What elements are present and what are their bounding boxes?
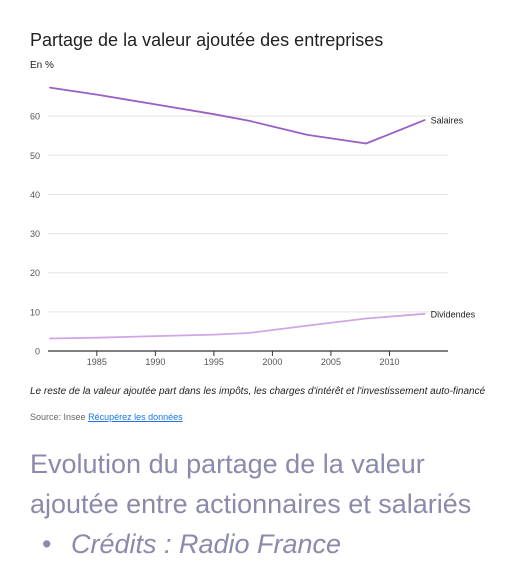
y-tick-label: 50 [30,151,40,161]
x-tick-label: 1990 [145,357,165,367]
chart-note: Le reste de la valeur ajoutée part dans … [30,386,486,397]
x-tick-label: 2005 [321,357,341,367]
x-tick-label: 1985 [87,357,107,367]
series-lines [49,86,426,340]
series-line-dividendes [49,312,426,340]
y-tick-label: 60 [30,112,40,122]
series-label-salaires: Salaires [431,116,464,126]
x-tick-label: 2000 [262,357,282,367]
x-tick-label: 1995 [204,357,224,367]
caption-text: Evolution du partage de la valeur ajouté… [30,449,472,519]
y-tick-label: 30 [30,229,40,239]
series-line-salaires [49,86,426,145]
line-chart: 0 10 20 30 40 50 60 1985 1990 1995 2000 2005 2010 S… [30,60,476,367]
y-tick-label: 0 [35,347,40,357]
figure-caption: Evolution du partage de la valeur ajouté… [30,444,510,564]
y-tick-label: 20 [30,268,40,278]
y-axis-ticks: 0 10 20 30 40 50 60 [30,112,40,357]
series-label-dividendes: Dividendes [431,309,476,319]
x-axis-ticks: 1985 1990 1995 2000 2005 2010 [87,351,399,367]
caption-separator: • [42,529,52,559]
data-download-link[interactable]: Récupérez les données [88,412,183,422]
caption-credits: Crédits : Radio France [70,529,342,559]
y-tick-label: 40 [30,190,40,200]
y-tick-label: 10 [30,307,40,317]
source-line: Source: Insee Récupérez les données [30,412,183,422]
chart-title: Partage de la valeur ajoutée des entrepr… [30,30,384,50]
y-axis-label: En % [30,60,54,71]
grid-lines [48,115,448,352]
source-label: Source: Insee [30,412,86,422]
series-labels: Salaires Dividendes [431,116,476,320]
x-tick-label: 2010 [379,357,399,367]
